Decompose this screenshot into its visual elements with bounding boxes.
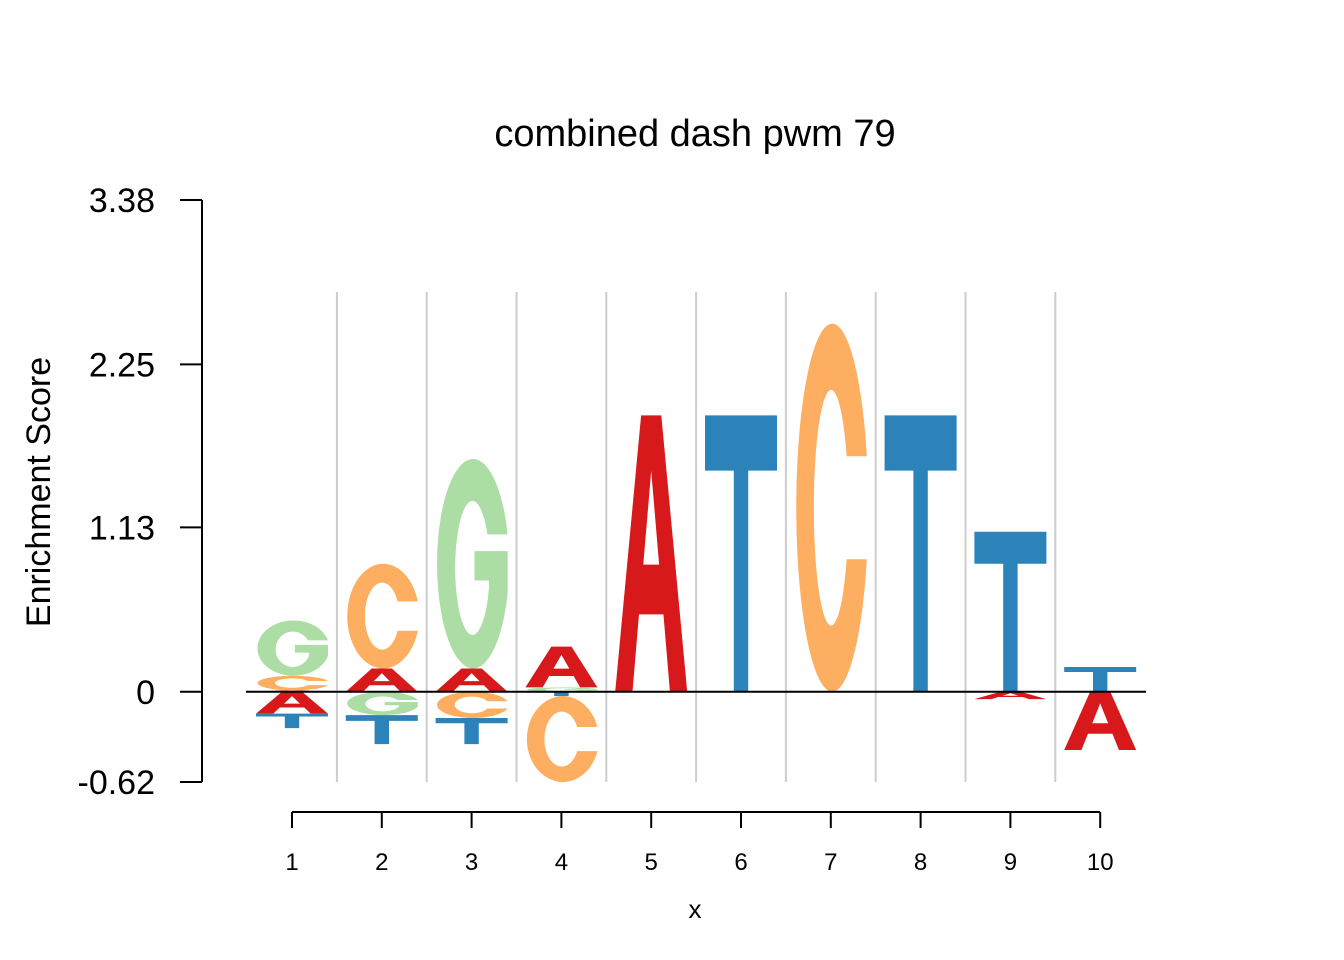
glyph-a-pos2 [345, 668, 418, 692]
glyph-c-pos4-neg [526, 696, 598, 782]
y-tick-label: 2.25 [89, 346, 155, 384]
x-tick-label: 10 [1087, 849, 1114, 876]
x-tick-label: 3 [465, 849, 478, 876]
y-axis: 3.38 2.25 1.13 0 -0.62 [78, 182, 203, 802]
glyph-c-pos1 [257, 675, 328, 691]
glyph-a-pos10-neg [1064, 691, 1137, 750]
y-tick-label: 0 [136, 674, 155, 712]
x-axis: 1 2 3 4 5 6 7 8 9 10 [285, 811, 1114, 876]
y-axis-label: Enrichment Score [20, 357, 58, 627]
glyph-t-pos2-neg [345, 715, 418, 745]
glyph-t-pos9 [974, 531, 1047, 692]
x-tick-label: 8 [914, 849, 927, 876]
chart-title: combined dash pwm 79 [494, 113, 895, 155]
x-tick-label: 1 [285, 849, 298, 876]
x-tick-label: 2 [375, 849, 388, 876]
glyph-a-pos5 [615, 415, 688, 692]
glyph-t-pos10 [1064, 667, 1137, 692]
y-tick-label: 3.38 [89, 182, 155, 220]
glyph-t-pos4-neg [525, 691, 598, 697]
glyph-t-pos3-neg [435, 717, 508, 745]
glyph-a-pos3 [435, 668, 508, 692]
glyph-t-pos6 [705, 415, 777, 692]
x-tick-label: 4 [555, 849, 568, 876]
glyph-a-pos9-neg [974, 691, 1047, 700]
glyph-g-pos3 [437, 458, 508, 669]
glyph-c-pos3-neg [437, 691, 508, 718]
glyph-c-pos7 [796, 323, 867, 692]
x-axis-label: x [689, 894, 702, 924]
glyph-a-pos1-neg [256, 691, 328, 714]
x-tick-label: 6 [734, 849, 747, 876]
glyph-g-pos2-neg [347, 691, 418, 716]
glyph-c-pos2 [347, 563, 418, 669]
grid-lines [335, 292, 1057, 782]
glyph-a-pos4 [525, 646, 598, 688]
glyph-g-pos1 [257, 620, 328, 676]
glyph-t-pos8 [884, 415, 957, 692]
y-tick-label: 1.13 [89, 509, 155, 547]
x-tick-label: 9 [1004, 849, 1017, 876]
x-tick-label: 5 [645, 849, 658, 876]
logo-glyphs [256, 323, 1137, 782]
y-tick-label: -0.62 [78, 764, 156, 802]
x-tick-label: 7 [824, 849, 837, 876]
glyph-t-pos1-neg [256, 713, 328, 729]
glyph-g-pos4 [526, 687, 598, 692]
